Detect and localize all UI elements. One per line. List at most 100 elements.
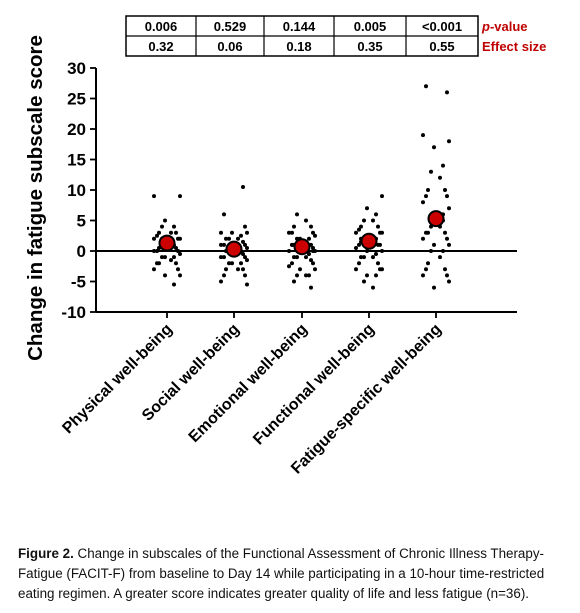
individual-point <box>307 252 311 257</box>
individual-point <box>307 236 311 241</box>
individual-point <box>309 285 313 290</box>
y-tick-label: 0 <box>77 242 86 261</box>
y-axis-label: Change in fatigue subscale score <box>24 35 47 361</box>
individual-point <box>441 163 445 168</box>
individual-point <box>169 230 173 235</box>
individual-point <box>295 255 299 260</box>
individual-point <box>174 261 178 266</box>
individual-point <box>174 245 178 250</box>
individual-point <box>222 273 226 278</box>
mean-marker <box>360 232 378 250</box>
individual-point <box>155 249 159 253</box>
individual-point <box>307 273 311 278</box>
individual-point <box>447 242 451 247</box>
individual-point <box>432 285 436 290</box>
individual-point <box>227 261 231 266</box>
individual-point <box>292 224 296 229</box>
individual-point <box>311 249 315 253</box>
individual-point <box>172 255 176 260</box>
individual-point <box>239 261 243 266</box>
individual-point <box>354 245 358 250</box>
individual-point <box>222 212 226 217</box>
individual-point <box>354 267 358 272</box>
individual-point <box>443 188 447 192</box>
y-tick-label: 30 <box>67 59 86 78</box>
y-tick-label: -10 <box>61 303 86 322</box>
individual-point <box>157 230 161 235</box>
individual-point <box>359 224 363 229</box>
individual-point <box>362 279 366 284</box>
y-tick-label: 25 <box>67 90 86 109</box>
individual-point <box>290 242 294 247</box>
individual-point <box>245 230 249 235</box>
individual-point <box>429 169 433 174</box>
individual-point <box>219 230 223 235</box>
individual-point <box>241 184 245 189</box>
p-value-cell: 0.005 <box>354 19 387 34</box>
individual-point <box>152 236 156 241</box>
individual-point <box>304 273 308 278</box>
individual-point <box>236 267 240 272</box>
individual-point <box>421 133 425 138</box>
caption-text: Change in subscales of the Functional As… <box>18 546 545 601</box>
effect-size-cell: 0.35 <box>357 39 382 54</box>
individual-point <box>290 230 294 235</box>
individual-point <box>224 267 228 272</box>
individual-point <box>178 236 182 241</box>
individual-point <box>438 255 442 260</box>
stats-table: 0.006 0.529 0.144 0.005 <0.001 0.32 0.06 0.18 0.… <box>125 15 546 57</box>
individual-point <box>374 212 378 217</box>
individual-point <box>236 236 240 241</box>
effect-size-row-label: Effect size <box>482 39 546 54</box>
individual-point <box>365 273 369 278</box>
individual-point <box>432 145 436 150</box>
individual-point <box>230 230 234 235</box>
individual-point <box>241 252 245 257</box>
individual-point <box>292 279 296 284</box>
individual-point <box>245 245 249 250</box>
p-value-cell: <0.001 <box>422 19 462 34</box>
y-tick-label: 5 <box>77 212 86 231</box>
individual-point <box>432 242 436 247</box>
individual-point <box>163 273 167 278</box>
individual-point <box>241 239 245 244</box>
individual-point <box>172 224 176 229</box>
category-label: Fatigue-specific well-being <box>288 321 445 478</box>
individual-point <box>445 194 449 199</box>
individual-point <box>163 218 167 223</box>
individual-point <box>295 273 299 278</box>
individual-point <box>309 224 313 229</box>
individual-point <box>219 279 223 284</box>
individual-point <box>304 218 308 223</box>
individual-point <box>447 279 451 284</box>
individual-point <box>380 194 384 199</box>
individual-point <box>441 249 445 253</box>
individual-point <box>438 175 442 180</box>
individual-point <box>176 267 180 272</box>
individual-point <box>362 255 366 260</box>
individual-point <box>421 273 425 278</box>
individual-point <box>160 224 164 229</box>
mean-marker <box>158 234 176 252</box>
effect-size-cell: 0.18 <box>286 39 311 54</box>
individual-point <box>357 227 361 232</box>
mean-marker <box>427 210 445 228</box>
individual-point <box>380 230 384 235</box>
individual-point <box>160 255 164 260</box>
category-label: Functional well-being <box>250 321 378 449</box>
individual-point <box>222 242 226 247</box>
figure-caption: Figure 2. Change in subscales of the Fun… <box>18 544 574 604</box>
individual-point <box>380 249 384 253</box>
individual-point <box>445 273 449 278</box>
y-tick-label: 10 <box>67 181 86 200</box>
individual-point <box>359 255 363 260</box>
individual-point <box>304 255 308 260</box>
individual-point <box>429 249 433 253</box>
p-value-cell: 0.144 <box>283 19 316 34</box>
individual-point <box>152 194 156 199</box>
individual-point <box>376 224 380 229</box>
individual-point <box>243 273 247 278</box>
individual-point <box>172 282 176 287</box>
individual-point <box>445 236 449 241</box>
individual-point <box>421 236 425 241</box>
